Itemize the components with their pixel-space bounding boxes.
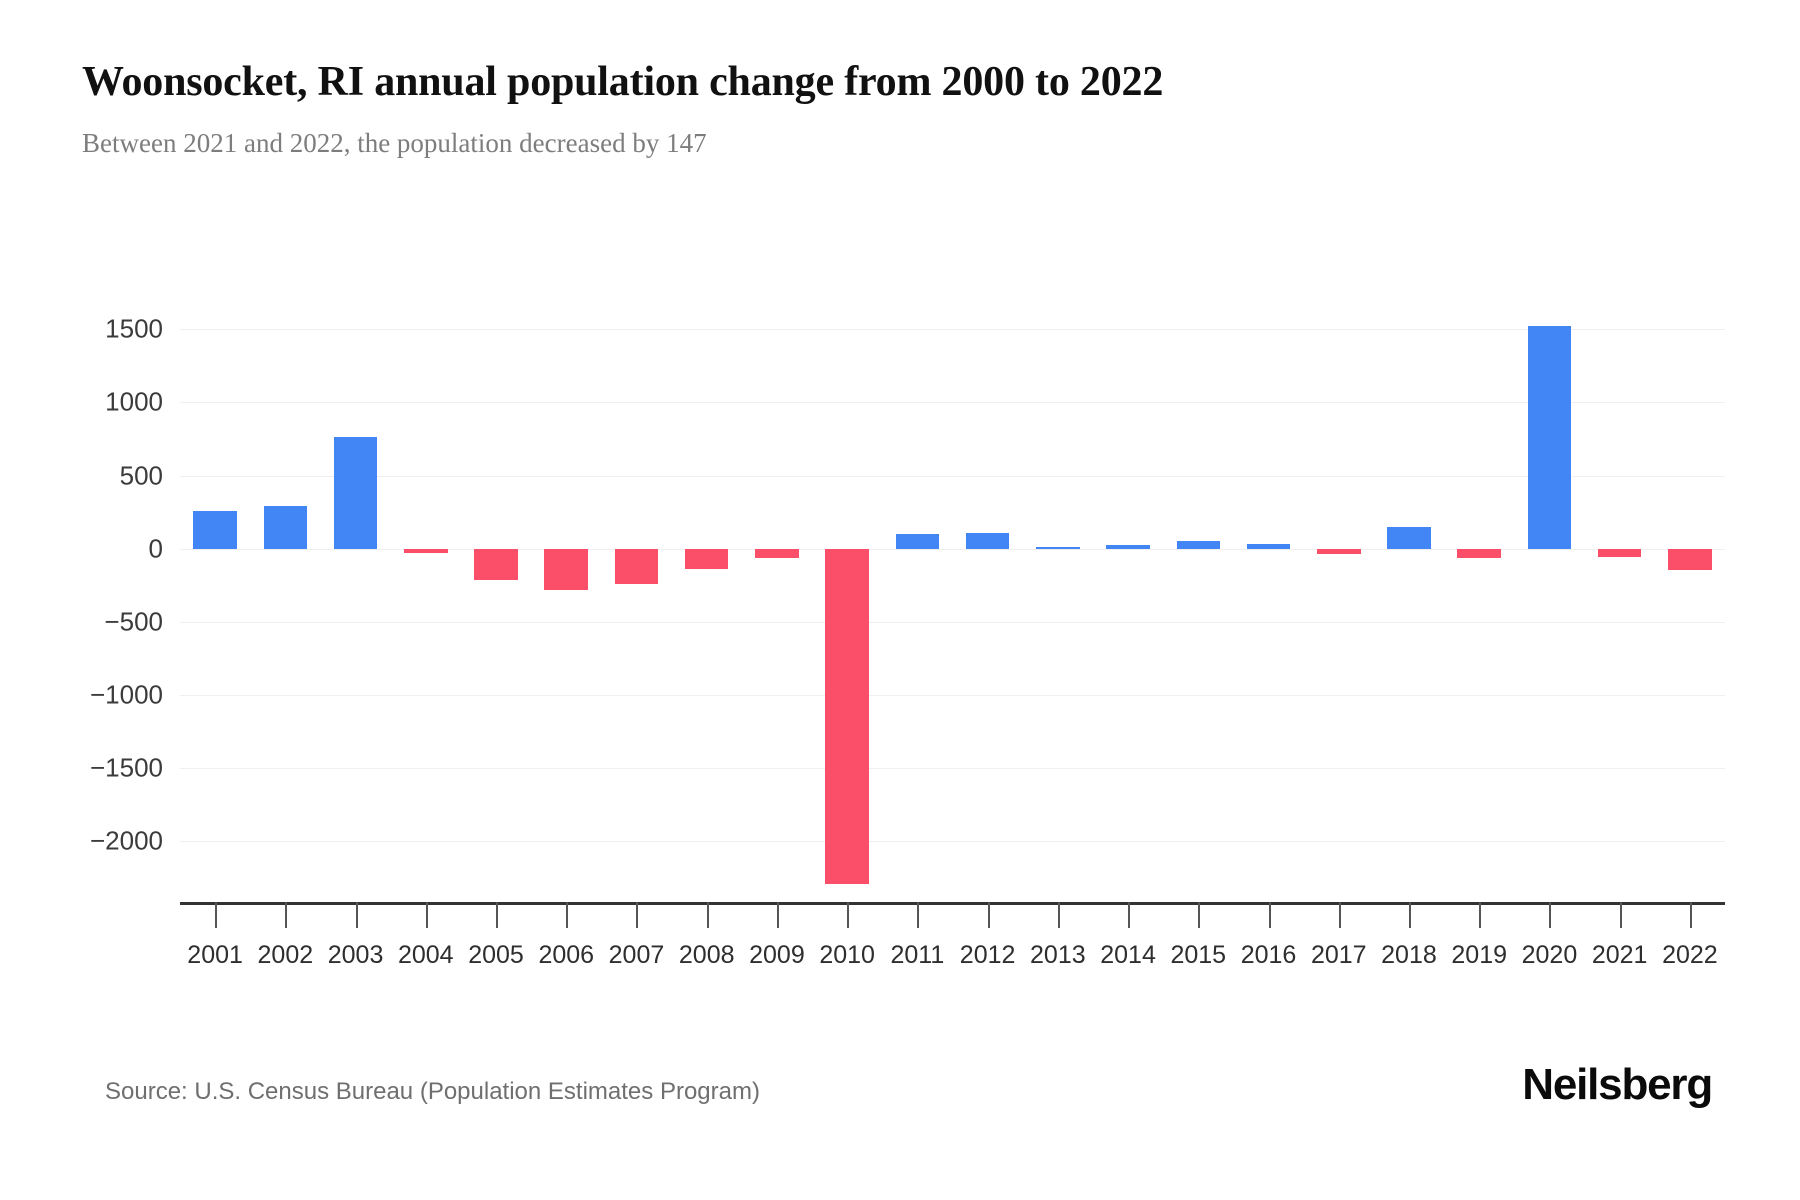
gridline [180, 695, 1725, 697]
x-axis-tick [847, 902, 850, 928]
x-axis-tick-label: 2018 [1381, 941, 1437, 969]
x-axis-tick [1338, 902, 1341, 928]
x-axis-tick [425, 902, 428, 928]
x-axis-tick [1408, 902, 1411, 928]
y-axis-tick-label: −500 [104, 606, 163, 637]
bar-2001[interactable] [193, 511, 237, 549]
x-axis-tick-label: 2022 [1662, 941, 1718, 969]
x-axis-tick [636, 902, 639, 928]
x-axis-tick-label: 2009 [749, 941, 805, 969]
bar-2017[interactable] [1316, 548, 1361, 554]
gridline [180, 329, 1725, 331]
bars-layer [180, 300, 1725, 900]
bar-2016[interactable] [1246, 543, 1291, 549]
x-axis-tick [496, 902, 499, 928]
gridline [180, 548, 1725, 550]
x-axis-tick-label: 2010 [819, 941, 875, 969]
source-note: Source: U.S. Census Bureau (Population E… [105, 1078, 760, 1105]
bar-2014[interactable] [1106, 544, 1150, 549]
y-axis-tick-label: −1000 [89, 679, 163, 710]
bar-2019[interactable] [1457, 548, 1501, 558]
x-axis-tick [1689, 902, 1692, 928]
x-axis-tick [1619, 902, 1622, 928]
x-axis-tick [917, 902, 920, 928]
brand-logo: Neilsberg [1522, 1060, 1713, 1109]
x-axis-tick-label: 2017 [1310, 941, 1367, 969]
x-axis-tick-label: 2004 [397, 941, 454, 969]
gridline [180, 621, 1725, 623]
gridlines-layer [180, 300, 1725, 900]
x-axis-tick-label: 2020 [1521, 941, 1578, 969]
bar-2021[interactable] [1597, 548, 1642, 557]
bar-2018[interactable] [1387, 527, 1431, 549]
x-axis-line [180, 902, 1725, 905]
y-axis-tick-label: 0 [148, 533, 163, 564]
bar-2007[interactable] [614, 548, 659, 584]
x-axis-tick-label: 2015 [1170, 941, 1227, 969]
y-axis-tick-label: −1500 [89, 752, 163, 783]
x-axis-tick-label: 2008 [678, 941, 735, 969]
gridline [180, 402, 1725, 404]
x-axis-tick [1479, 902, 1482, 928]
x-axis-tick-label: 2021 [1591, 941, 1648, 969]
y-axis-tick-label: 500 [119, 460, 163, 491]
x-axis-tick [1128, 902, 1131, 928]
x-axis-tick-label: 2016 [1240, 941, 1297, 969]
x-axis-tick [1198, 902, 1201, 928]
bar-2003[interactable] [333, 437, 378, 549]
bar-2022[interactable] [1668, 548, 1712, 571]
x-axis-tick-label: 2019 [1451, 941, 1508, 969]
bar-2009[interactable] [755, 548, 799, 559]
y-axis-tick-label: 1000 [105, 386, 163, 417]
gridline [180, 768, 1725, 770]
bar-2004[interactable] [404, 548, 448, 554]
x-axis-tick [355, 902, 358, 928]
x-axis-tick [987, 902, 990, 928]
bar-2015[interactable] [1176, 541, 1221, 549]
x-axis-tick [706, 902, 709, 928]
x-axis-tick-label: 2011 [890, 941, 945, 969]
x-axis-tick [776, 902, 779, 928]
gridline [180, 475, 1725, 477]
x-axis-tick-label: 2003 [327, 941, 384, 969]
bar-2008[interactable] [684, 548, 729, 569]
page-title: Woonsocket, RI annual population change … [82, 59, 1164, 105]
x-axis-tick [215, 902, 218, 928]
gridline [180, 841, 1725, 843]
bar-2010[interactable] [825, 548, 869, 884]
x-axis-tick-label: 2012 [959, 941, 1016, 969]
x-axis-tick [566, 902, 569, 928]
bar-2002[interactable] [263, 506, 308, 549]
bar-2020[interactable] [1527, 325, 1572, 549]
y-axis-tick-label: −2000 [89, 825, 163, 856]
x-axis-tick-label: 2006 [538, 941, 595, 969]
bar-2012[interactable] [965, 533, 1010, 549]
x-axis-tick-label: 2005 [468, 941, 524, 969]
x-axis-tick-label: 2002 [257, 941, 314, 969]
x-axis-tick-label: 2007 [608, 941, 665, 969]
y-axis-tick-label: 1500 [105, 313, 163, 344]
x-axis-tick [1268, 902, 1271, 928]
bar-2005[interactable] [474, 548, 518, 581]
x-axis-tick-label: 2014 [1100, 941, 1156, 969]
bar-2013[interactable] [1036, 547, 1080, 550]
bar-2011[interactable] [895, 534, 940, 549]
x-axis-tick [1549, 902, 1552, 928]
x-axis-tick [1057, 902, 1060, 928]
x-axis-tick-label: 2001 [187, 941, 243, 969]
x-axis-tick [285, 902, 288, 928]
x-axis-tick-label: 2013 [1030, 941, 1086, 969]
chart-subtitle: Between 2021 and 2022, the population de… [82, 128, 707, 158]
bar-2006[interactable] [544, 548, 588, 591]
